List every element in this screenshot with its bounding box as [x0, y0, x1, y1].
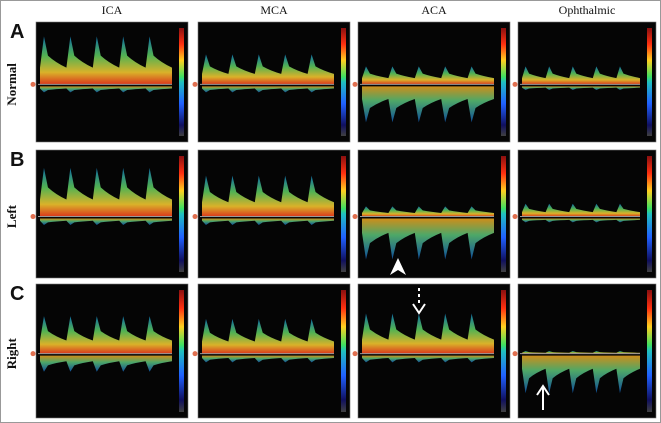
waveform-down — [522, 355, 640, 394]
baseline-marker — [352, 351, 358, 357]
waveform-down — [362, 218, 494, 260]
arrow-head — [536, 384, 550, 396]
baseline-marker — [352, 214, 358, 220]
column-header: ICA — [102, 3, 123, 17]
waveform-down — [202, 86, 334, 93]
waveform-down — [522, 218, 640, 223]
row-label: Left — [4, 204, 19, 228]
color-scale — [501, 290, 506, 412]
color-scale — [341, 290, 346, 412]
waveform-up — [40, 36, 172, 85]
baseline-marker — [352, 81, 358, 87]
row-letter: B — [10, 149, 24, 171]
color-scale — [179, 290, 184, 412]
waveform-down — [362, 355, 494, 363]
color-scale — [341, 156, 346, 272]
color-scale — [179, 28, 184, 136]
waveform-up — [362, 66, 494, 85]
waveform-down — [40, 86, 172, 93]
waveform-up — [522, 203, 640, 217]
dashed-arrow-head — [412, 303, 426, 315]
waveform-up — [202, 318, 334, 354]
row-letter: C — [10, 283, 24, 305]
color-scale — [341, 28, 346, 136]
baseline-marker — [192, 81, 198, 87]
baseline-marker — [512, 214, 518, 220]
color-scale — [179, 156, 184, 272]
waveform-up — [522, 351, 640, 354]
row-label: Normal — [4, 63, 19, 106]
waveform-down — [522, 86, 640, 90]
arrowhead-marker — [390, 258, 406, 275]
column-header: ACA — [421, 3, 447, 17]
waveform-up — [40, 167, 172, 217]
waveform-up — [362, 313, 494, 354]
waveform-down — [40, 218, 172, 225]
waveform-down — [40, 355, 172, 372]
color-scale — [647, 28, 652, 136]
waveform-up — [40, 316, 172, 354]
baseline-marker — [30, 214, 36, 220]
color-scale — [647, 290, 652, 412]
color-scale — [647, 156, 652, 272]
row-letter: A — [10, 21, 24, 43]
color-scale — [501, 156, 506, 272]
color-scale — [501, 28, 506, 136]
waveform-down — [202, 355, 334, 363]
column-header: Ophthalmic — [559, 3, 616, 17]
waveform-up — [202, 54, 334, 85]
spectrogram-panel — [517, 283, 657, 419]
waveform-up — [362, 206, 494, 217]
baseline-marker — [192, 214, 198, 220]
waveform-down — [362, 86, 494, 123]
baseline-marker — [512, 81, 518, 87]
baseline-marker — [512, 351, 518, 357]
baseline-marker — [30, 81, 36, 87]
waveform-up — [522, 66, 640, 85]
waveform-up — [202, 175, 334, 217]
waveform-down — [202, 218, 334, 225]
column-header: MCA — [260, 3, 288, 17]
baseline-marker — [30, 351, 36, 357]
row-label: Right — [4, 337, 19, 369]
baseline-marker — [192, 351, 198, 357]
